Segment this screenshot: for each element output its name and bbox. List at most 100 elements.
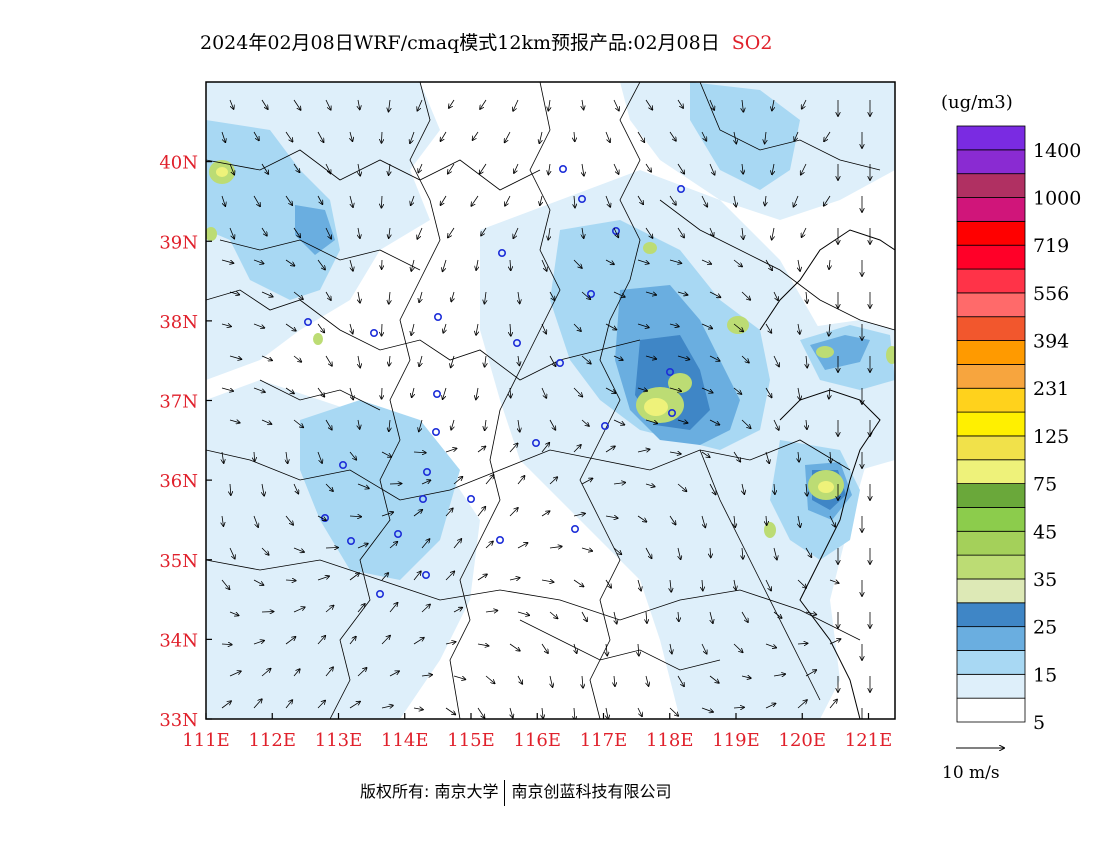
wind-arrow	[325, 227, 331, 239]
wind-arrow	[574, 707, 575, 719]
lat-tick-label: 34N	[159, 630, 198, 651]
wind-arrow	[221, 131, 225, 142]
wind-arrow	[765, 195, 766, 205]
city-marker	[346, 536, 355, 545]
legend-tick-label: 25	[1033, 617, 1057, 639]
wind-arrow	[476, 387, 478, 399]
lon-tick-label: 113E	[315, 730, 363, 751]
wind-arrow	[413, 510, 422, 517]
wind-vector-field	[221, 99, 870, 719]
wind-arrow	[669, 195, 676, 205]
wind-arrow	[582, 227, 584, 238]
lat-tick-label: 40N	[159, 153, 198, 174]
wind-arrow	[285, 323, 296, 331]
wind-arrow	[229, 355, 242, 359]
wind-arrow	[772, 227, 774, 240]
wind-arrow	[573, 387, 582, 397]
wind-arrow	[801, 163, 807, 175]
wind-arrow	[824, 195, 831, 206]
wind-arrow	[222, 451, 224, 463]
wind-arrow	[669, 452, 681, 454]
wind-arrow	[765, 387, 772, 397]
wind-arrow	[317, 259, 325, 270]
wind-arrow	[549, 477, 557, 485]
wind-arrow	[389, 163, 390, 175]
city-marker	[570, 524, 579, 533]
legend-color-cell	[956, 173, 1026, 198]
wind-arrow	[229, 227, 234, 239]
wind-arrow	[709, 675, 719, 683]
boundary-line	[699, 449, 821, 701]
wind-arrow	[765, 643, 776, 648]
wind-arrow	[742, 227, 743, 239]
city-marker	[431, 427, 440, 436]
wind-arrow	[381, 636, 390, 645]
wind-arrow	[829, 259, 830, 269]
wind-arrow	[358, 99, 360, 109]
wind-arrow	[824, 131, 831, 141]
admin-boundaries	[206, 82, 895, 719]
legend-color-cell	[956, 197, 1026, 222]
wind-arrow	[542, 707, 543, 718]
legend-color-cell	[956, 435, 1026, 461]
boundary-line	[579, 82, 641, 719]
lon-tick-label: 112E	[249, 730, 297, 751]
wind-arrow	[638, 643, 639, 656]
wind-arrow	[733, 643, 743, 652]
wind-arrow	[261, 99, 268, 109]
lat-tick-label: 37N	[159, 392, 198, 413]
wind-arrow	[381, 512, 393, 517]
wind-arrow	[606, 643, 607, 656]
hotspot-ne-small	[643, 242, 657, 254]
boundary-line	[206, 149, 541, 191]
legend-unit-label: (ug/m3)	[941, 92, 1013, 113]
wind-arrow	[765, 451, 769, 463]
wind-arrow	[411, 323, 414, 335]
wind-arrow	[509, 578, 520, 580]
legend-tick-label: 394	[1033, 331, 1069, 353]
wind-arrow	[541, 511, 550, 517]
wind-arrow	[541, 259, 547, 271]
wind-arrow	[773, 611, 782, 618]
wind-arrow	[389, 227, 390, 238]
wind-arrow	[285, 387, 294, 394]
wind-arrow	[613, 355, 623, 360]
legend-color-cell	[956, 554, 1026, 580]
wind-arrow	[253, 131, 259, 140]
wind-arrow	[448, 227, 455, 238]
wind-arrow	[221, 195, 225, 206]
wind-arrow	[317, 451, 322, 463]
wind-arrow	[509, 443, 518, 453]
wind-arrow	[806, 355, 807, 368]
wind-arrow	[440, 195, 447, 205]
wind-arrow	[669, 324, 679, 327]
wind-arrow	[317, 131, 324, 142]
city-marker	[422, 467, 431, 476]
wind-arrow	[741, 419, 751, 428]
wind-arrow	[350, 323, 353, 334]
legend-color-cell	[956, 316, 1026, 341]
wind-arrow	[829, 515, 835, 527]
wind-arrow	[806, 419, 807, 429]
wind-arrow	[253, 699, 262, 709]
wind-arrow	[485, 419, 486, 430]
wind-arrow	[637, 515, 646, 522]
city-marker	[497, 249, 506, 258]
lon-tick-label: 115E	[447, 730, 495, 751]
wind-arrow	[389, 671, 399, 677]
boundary-line	[519, 619, 721, 671]
legend-tick-label: 45	[1033, 521, 1057, 543]
wind-arrow	[741, 355, 749, 363]
wind-arrow	[451, 355, 455, 368]
legend-color-cell	[956, 459, 1026, 485]
wind-arrow	[637, 323, 649, 327]
wind-arrow	[701, 323, 712, 328]
wind-arrow	[317, 323, 324, 333]
wind-arrow	[606, 707, 608, 719]
wind-arrow	[412, 387, 414, 397]
wind-arrow	[413, 708, 423, 710]
wind-arrow	[505, 195, 511, 206]
wind-arrow	[229, 99, 234, 109]
wind-arrow	[734, 579, 736, 590]
wind-arrow	[221, 701, 231, 709]
